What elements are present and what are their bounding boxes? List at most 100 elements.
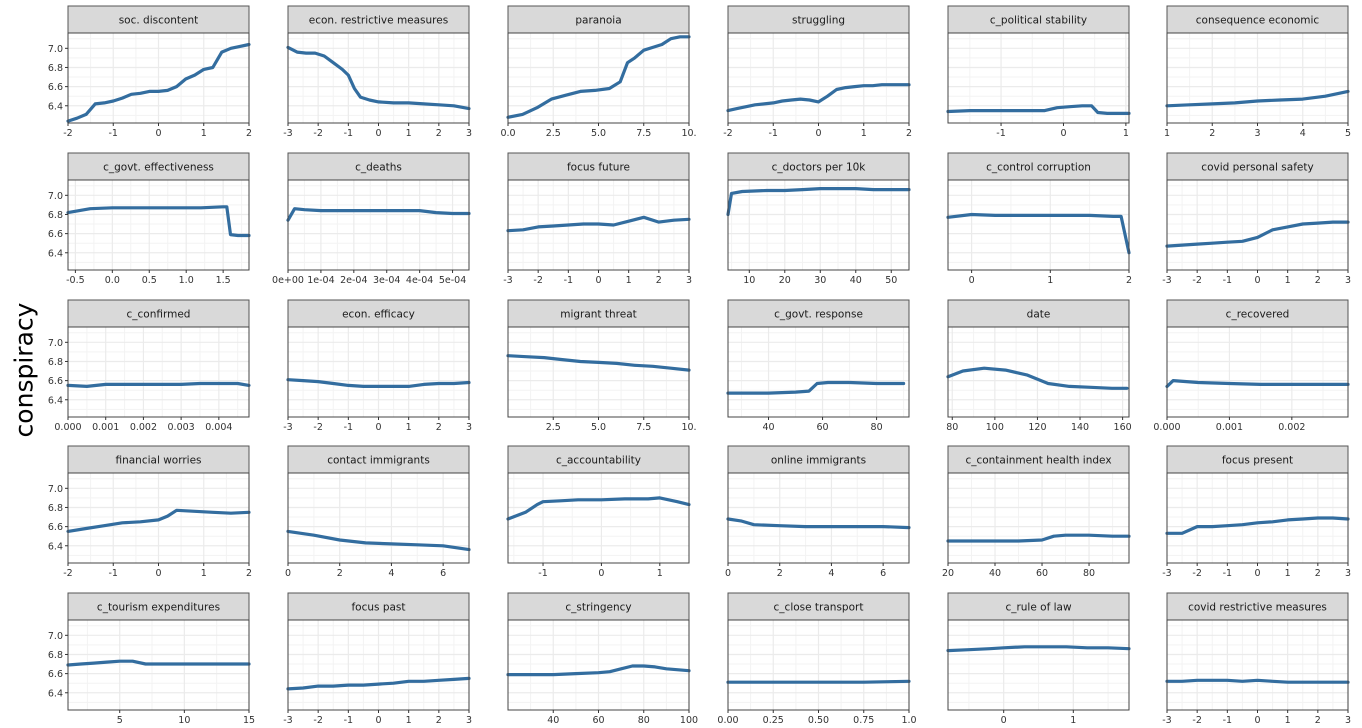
- panel-border: [947, 326, 1130, 418]
- facet-panel: contact immigrants 0 2 4 6: [285, 445, 471, 579]
- x-tick-label: 15: [243, 715, 255, 726]
- x-tick-label: -3: [1162, 568, 1171, 579]
- x-tick-label: 4e-04: [406, 275, 433, 286]
- facet-title: c_close transport: [774, 602, 864, 614]
- series-line: [946, 104, 1131, 116]
- y-tick-label: 6.6: [48, 522, 63, 533]
- series-line: [286, 207, 471, 222]
- x-tick-label: 0: [969, 275, 975, 286]
- x-tick-label: -3: [283, 128, 292, 139]
- x-tick-label: 5.0: [591, 128, 606, 139]
- x-tick-label: 0: [1060, 128, 1066, 139]
- panel-area: [947, 326, 1130, 418]
- x-tick-label: -2: [313, 715, 322, 726]
- facet-panel: c_govt. effectiveness -0.5 0.0 0.5 1.0 1.5 6.4…: [48, 152, 251, 286]
- facet-title: c_control corruption: [986, 162, 1091, 174]
- x-tick-label: 160: [1114, 422, 1132, 433]
- x-tick-label: 6: [880, 568, 886, 579]
- x-tick-label: -1: [109, 128, 118, 139]
- facet-strip: [947, 152, 1130, 181]
- x-tick-label: -1: [538, 568, 547, 579]
- series-line: [286, 378, 471, 388]
- facet-title: c_confirmed: [127, 309, 191, 321]
- series-line: [66, 205, 251, 238]
- x-tick-label: 100: [680, 715, 698, 726]
- facet-title: c_govt. response: [774, 309, 863, 321]
- facet-strip: [287, 5, 470, 34]
- x-tick-label: -2: [1192, 275, 1201, 286]
- facet-panel: c_tourism expenditures 5 10 15 6.4 6.6 6.8 7.0: [48, 592, 255, 726]
- x-tick-label: -1: [564, 275, 573, 286]
- x-tick-label: -1: [1223, 715, 1232, 726]
- panel-area: [67, 326, 250, 418]
- facet-title: online immigrants: [771, 455, 866, 467]
- x-tick-label: -3: [283, 422, 292, 433]
- x-tick-label: 1: [1123, 128, 1129, 139]
- facet-panel: struggling -2 -1 0 1 2: [723, 5, 912, 139]
- facet-strip: [67, 5, 250, 34]
- x-tick-label: 60: [1036, 568, 1048, 579]
- x-tick-label: 3: [466, 128, 472, 139]
- facet-title: econ. restrictive measures: [309, 15, 448, 27]
- x-tick-label: -3: [283, 715, 292, 726]
- x-tick-label: -3: [1162, 715, 1171, 726]
- x-tick-label: 0.5: [142, 275, 157, 286]
- x-tick-label: 2: [656, 275, 662, 286]
- x-tick-label: 2: [246, 128, 252, 139]
- y-tick-label: 6.4: [48, 688, 63, 699]
- y-tick-label: 7.0: [48, 338, 63, 349]
- y-tick-label: 6.8: [48, 357, 63, 368]
- x-tick-label: 1: [406, 715, 412, 726]
- x-tick-label: 0: [815, 128, 821, 139]
- facet-panel: covid personal safety -3 -2 -1 0 1 2 3: [1162, 152, 1351, 286]
- facet-title: focus past: [351, 602, 405, 614]
- facet-panel: c_accountability -1 0 1: [506, 445, 691, 579]
- series-line: [1165, 516, 1350, 535]
- y-tick-label: 6.4: [48, 101, 63, 112]
- panel-border: [1166, 326, 1349, 418]
- facet-panel: c_deaths 0e+00 1e-04 2e-04 3e-04 4e-04 5e-04: [272, 152, 471, 286]
- facet-strip: [947, 592, 1130, 621]
- facet-title: c_tourism expenditures: [97, 602, 220, 614]
- x-tick-label: 3e-04: [373, 275, 400, 286]
- series-line: [286, 676, 471, 691]
- x-tick-label: 2: [1126, 275, 1132, 286]
- x-tick-label: -1: [769, 128, 778, 139]
- y-tick-label: 6.4: [48, 541, 63, 552]
- series-line: [506, 496, 691, 521]
- panel-border: [947, 179, 1130, 271]
- x-tick-label: 2: [1315, 715, 1321, 726]
- series-line: [726, 380, 906, 395]
- x-tick-label: -2: [63, 568, 72, 579]
- facet-panel: migrant threat 2.5 5.0 7.5 10.: [506, 299, 697, 433]
- x-tick-label: -2: [1192, 568, 1201, 579]
- x-tick-label: 4: [828, 568, 834, 579]
- facet-panel: c_political stability -1 0 1: [946, 5, 1131, 139]
- facet-panel: focus future -3 -2 -1 0 1 2 3: [503, 152, 692, 286]
- x-tick-label: -0.5: [66, 275, 85, 286]
- facet-title: focus present: [1222, 455, 1293, 467]
- facet-panel: paranoia 0.0 2.5 5.0 7.5 10.: [500, 5, 697, 139]
- facet-strip: [67, 592, 250, 621]
- panel-border: [67, 179, 250, 271]
- y-tick-label: 7.0: [48, 484, 63, 495]
- x-tick-label: 1e-04: [307, 275, 334, 286]
- x-tick-label: 0.50: [808, 715, 829, 726]
- series-line: [506, 215, 691, 233]
- facet-strip: [727, 445, 910, 474]
- y-tick-label: 6.4: [48, 395, 63, 406]
- x-tick-label: 40: [547, 715, 559, 726]
- y-tick-label: 6.4: [48, 248, 63, 259]
- x-tick-label: 0.003: [168, 422, 195, 433]
- x-tick-label: 7.5: [636, 422, 651, 433]
- facet-strip: [947, 445, 1130, 474]
- x-tick-label: 100: [986, 422, 1004, 433]
- facet-strip: [507, 299, 690, 328]
- series-line: [726, 83, 911, 113]
- facet-title: date: [1027, 309, 1051, 321]
- facet-strip: [727, 152, 910, 181]
- facet-strip: [1166, 299, 1349, 328]
- panel-border: [287, 179, 470, 271]
- x-tick-label: -1: [1223, 275, 1232, 286]
- x-tick-label: 0: [1001, 715, 1007, 726]
